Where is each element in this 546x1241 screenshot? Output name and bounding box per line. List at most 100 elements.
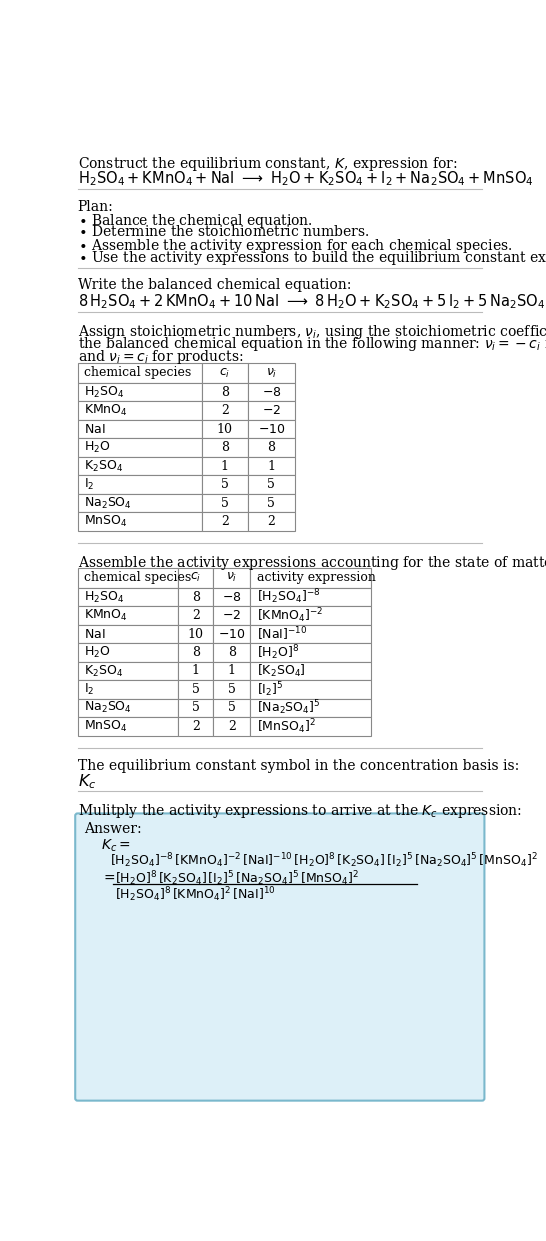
Bar xyxy=(213,588,251,607)
Bar xyxy=(179,588,213,607)
Text: $\mathrm{H_2SO_4}$: $\mathrm{H_2SO_4}$ xyxy=(84,385,124,400)
Text: $\mathrm{K_2SO_4}$: $\mathrm{K_2SO_4}$ xyxy=(84,459,123,474)
Text: Answer:: Answer: xyxy=(84,822,141,836)
Bar xyxy=(179,568,213,588)
Bar xyxy=(251,568,371,588)
Bar xyxy=(78,475,201,494)
Bar xyxy=(78,607,179,624)
Text: $[\mathrm{Na_2SO_4}]^{5}$: $[\mathrm{Na_2SO_4}]^{5}$ xyxy=(257,699,320,717)
Bar xyxy=(213,680,251,699)
Bar xyxy=(248,438,294,457)
Bar xyxy=(213,661,251,680)
Text: 8: 8 xyxy=(192,591,200,603)
Text: 2: 2 xyxy=(192,720,200,733)
Text: $\mathrm{KMnO_4}$: $\mathrm{KMnO_4}$ xyxy=(84,608,128,623)
Bar xyxy=(78,383,201,402)
Bar xyxy=(78,588,179,607)
Text: $\mathrm{H_2O}$: $\mathrm{H_2O}$ xyxy=(84,645,110,660)
Bar xyxy=(213,717,251,736)
Text: 10: 10 xyxy=(217,423,233,436)
Text: 5: 5 xyxy=(192,701,200,715)
Text: $[\mathrm{H_2SO_4}]^{-8}$: $[\mathrm{H_2SO_4}]^{-8}$ xyxy=(257,588,320,607)
Text: $c_i$: $c_i$ xyxy=(190,571,201,585)
Text: $-2$: $-2$ xyxy=(222,609,241,622)
Bar xyxy=(179,661,213,680)
Bar xyxy=(78,362,201,383)
Text: 1: 1 xyxy=(268,459,275,473)
Text: $\bullet$ Use the activity expressions to build the equilibrium constant express: $\bullet$ Use the activity expressions t… xyxy=(78,249,546,267)
Text: 1: 1 xyxy=(221,459,229,473)
Text: $\mathrm{I_2}$: $\mathrm{I_2}$ xyxy=(84,477,94,493)
Bar xyxy=(201,457,248,475)
FancyBboxPatch shape xyxy=(75,813,484,1101)
Text: $[\mathrm{H_2O}]^{8}$: $[\mathrm{H_2O}]^{8}$ xyxy=(257,643,299,661)
Bar xyxy=(201,494,248,513)
Bar xyxy=(179,717,213,736)
Text: 5: 5 xyxy=(221,496,229,510)
Text: Construct the equilibrium constant, $K$, expression for:: Construct the equilibrium constant, $K$,… xyxy=(78,155,457,172)
Text: 1: 1 xyxy=(192,664,200,678)
Text: $8\,\mathrm{H_2SO_4} + 2\,\mathrm{KMnO_4} + 10\,\mathrm{NaI}\ \longrightarrow\ 8: $8\,\mathrm{H_2SO_4} + 2\,\mathrm{KMnO_4… xyxy=(78,292,546,310)
Text: $[\mathrm{MnSO_4}]^{2}$: $[\mathrm{MnSO_4}]^{2}$ xyxy=(257,717,316,736)
Text: $=$: $=$ xyxy=(101,870,116,885)
Text: and $\nu_i = c_i$ for products:: and $\nu_i = c_i$ for products: xyxy=(78,347,243,366)
Text: Assemble the activity expressions accounting for the state of matter and $\nu_i$: Assemble the activity expressions accoun… xyxy=(78,553,546,572)
Text: 5: 5 xyxy=(268,496,275,510)
Bar xyxy=(248,513,294,531)
Text: $[\mathrm{K_2SO_4}]$: $[\mathrm{K_2SO_4}]$ xyxy=(257,663,305,679)
Text: 5: 5 xyxy=(221,478,229,491)
Bar xyxy=(78,419,201,438)
Text: $\mathrm{H_2SO_4}$: $\mathrm{H_2SO_4}$ xyxy=(84,589,124,604)
Bar xyxy=(78,643,179,661)
Bar xyxy=(201,419,248,438)
Bar xyxy=(251,661,371,680)
Text: $\mathrm{H_2O}$: $\mathrm{H_2O}$ xyxy=(84,441,110,455)
Bar xyxy=(251,607,371,624)
Text: $\mathrm{I_2}$: $\mathrm{I_2}$ xyxy=(84,681,94,697)
Bar xyxy=(213,699,251,717)
Bar xyxy=(251,699,371,717)
Bar xyxy=(78,661,179,680)
Text: $[\mathrm{I_2}]^{5}$: $[\mathrm{I_2}]^{5}$ xyxy=(257,680,283,699)
Text: chemical species: chemical species xyxy=(84,571,191,585)
Text: $\nu_i$: $\nu_i$ xyxy=(226,571,238,585)
Bar xyxy=(78,494,201,513)
Text: The equilibrium constant symbol in the concentration basis is:: The equilibrium constant symbol in the c… xyxy=(78,758,519,773)
Text: $[\mathrm{KMnO_4}]^{-2}$: $[\mathrm{KMnO_4}]^{-2}$ xyxy=(257,606,323,625)
Bar xyxy=(179,624,213,643)
Text: Mulitply the activity expressions to arrive at the $K_c$ expression:: Mulitply the activity expressions to arr… xyxy=(78,802,521,820)
Text: 5: 5 xyxy=(228,683,236,696)
Text: $\bullet$ Balance the chemical equation.: $\bullet$ Balance the chemical equation. xyxy=(78,212,312,230)
Bar xyxy=(179,607,213,624)
Text: $\bullet$ Determine the stoichiometric numbers.: $\bullet$ Determine the stoichiometric n… xyxy=(78,225,369,240)
Text: $-8$: $-8$ xyxy=(262,386,281,398)
Bar xyxy=(78,717,179,736)
Bar xyxy=(78,680,179,699)
Bar xyxy=(179,699,213,717)
Bar xyxy=(201,513,248,531)
Bar xyxy=(213,568,251,588)
Bar xyxy=(78,513,201,531)
Text: 2: 2 xyxy=(221,405,229,417)
Bar xyxy=(179,643,213,661)
Text: $-8$: $-8$ xyxy=(222,591,241,603)
Text: $-10$: $-10$ xyxy=(218,628,246,640)
Text: $K_c$: $K_c$ xyxy=(78,773,96,792)
Text: $\mathrm{MnSO_4}$: $\mathrm{MnSO_4}$ xyxy=(84,514,127,529)
Bar xyxy=(248,494,294,513)
Bar xyxy=(213,643,251,661)
Bar xyxy=(248,402,294,419)
Text: $-2$: $-2$ xyxy=(262,405,281,417)
Bar xyxy=(251,643,371,661)
Text: 2: 2 xyxy=(228,720,236,733)
Text: $\mathrm{H_2SO_4} + \mathrm{KMnO_4} + \mathrm{NaI}\ \longrightarrow\ \mathrm{H_2: $\mathrm{H_2SO_4} + \mathrm{KMnO_4} + \m… xyxy=(78,169,533,187)
Text: Write the balanced chemical equation:: Write the balanced chemical equation: xyxy=(78,278,351,293)
Text: $\nu_i$: $\nu_i$ xyxy=(265,366,277,380)
Bar xyxy=(213,607,251,624)
Bar xyxy=(201,362,248,383)
Bar xyxy=(251,624,371,643)
Text: 5: 5 xyxy=(192,683,200,696)
Text: the balanced chemical equation in the following manner: $\nu_i = -c_i$ for react: the balanced chemical equation in the fo… xyxy=(78,335,546,354)
Text: $\mathrm{K_2SO_4}$: $\mathrm{K_2SO_4}$ xyxy=(84,664,123,679)
Text: 2: 2 xyxy=(192,609,200,622)
